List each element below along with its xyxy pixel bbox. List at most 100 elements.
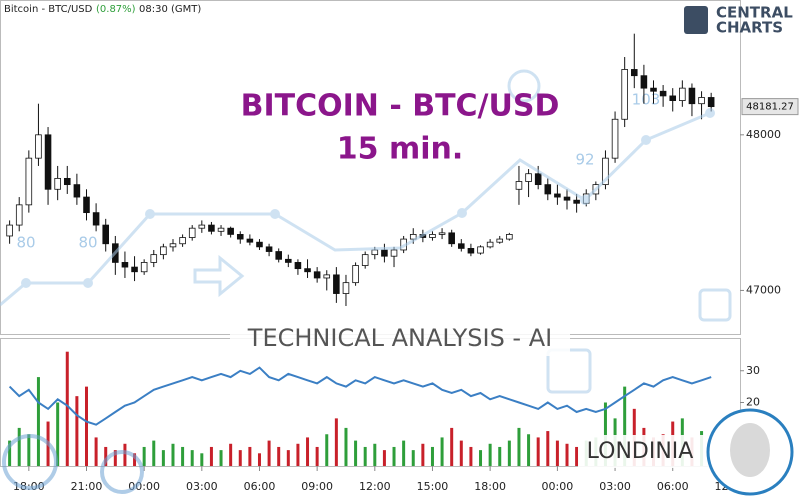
watermark-label: 80 <box>78 234 97 252</box>
candle-body <box>323 274 331 279</box>
volume-bar <box>65 351 69 466</box>
volume-bar <box>450 427 454 466</box>
volume-bar <box>142 446 146 466</box>
candle-body <box>477 246 484 254</box>
x-tick-label: 06:00 <box>657 480 689 493</box>
candle-body <box>63 177 71 186</box>
volume-bar <box>411 450 415 466</box>
candle-body <box>669 95 677 101</box>
candle-body <box>83 196 90 214</box>
last-price-label: 48181.27 <box>746 102 794 113</box>
volume-bar <box>575 446 579 466</box>
volume-bar <box>152 440 156 466</box>
volume-bar <box>325 434 329 466</box>
volume-bar <box>229 443 233 466</box>
icon <box>698 288 732 322</box>
candle-body <box>390 249 398 257</box>
forecast-dots <box>21 108 715 288</box>
volume-bar <box>354 440 358 466</box>
volume-bar <box>565 443 569 466</box>
candle-body <box>208 224 215 232</box>
volume-bar <box>267 440 271 466</box>
volume-bar <box>36 377 40 466</box>
candle-body <box>602 157 609 186</box>
candle-body <box>429 234 436 238</box>
volume-bar <box>75 396 79 466</box>
volume-bar <box>94 437 98 466</box>
forecast-line <box>0 111 711 307</box>
y-tick-label: 30 <box>746 364 760 377</box>
volume-bar <box>238 450 242 466</box>
volume-bar <box>469 446 473 466</box>
brand-bg <box>578 435 728 468</box>
candle-body <box>554 193 561 198</box>
arrow-icon <box>193 254 245 298</box>
volume-bar <box>123 443 127 466</box>
x-tick-label: 12:00 <box>359 480 391 493</box>
candle-body <box>534 173 542 186</box>
candle-body <box>275 251 282 260</box>
time: 08:30 (GMT) <box>139 4 201 15</box>
volume-bar <box>181 446 185 466</box>
volume-bar <box>392 446 396 466</box>
icon <box>100 450 144 494</box>
icon <box>507 69 541 103</box>
symbol: Bitcoin - BTC/USD <box>4 4 93 15</box>
y-tick-label: 48000 <box>746 128 781 141</box>
volume-bar <box>133 453 137 466</box>
candle-body <box>140 262 148 273</box>
volume-bar <box>459 440 463 466</box>
volume-bar <box>603 402 607 466</box>
candle-body <box>150 254 158 263</box>
candle-body <box>352 265 359 284</box>
volume-bar <box>8 440 12 466</box>
volume-bar <box>200 453 204 466</box>
volume-bar <box>440 437 444 466</box>
avatar-face <box>730 423 770 477</box>
candle-body <box>467 248 475 254</box>
candle-body <box>188 227 196 238</box>
candle-body <box>621 69 628 120</box>
candle-body <box>650 87 657 92</box>
volume-bar <box>488 443 492 466</box>
candle-body <box>631 69 638 77</box>
candle-body <box>371 249 379 256</box>
candle-body <box>217 227 225 232</box>
volume-bar <box>536 437 540 466</box>
change: (0.87%) <box>96 4 136 15</box>
candle-body <box>640 75 648 89</box>
volume-bar <box>430 446 434 466</box>
volume-bar <box>190 450 194 466</box>
candle-body <box>458 243 465 249</box>
candle-body <box>679 87 686 101</box>
indicator-line <box>8 366 712 426</box>
volume-bar <box>248 446 252 466</box>
watermark-label: 92 <box>575 151 594 169</box>
volume-bar <box>555 440 559 466</box>
candle-body <box>179 237 186 245</box>
volume-bar <box>277 446 281 466</box>
candle-body <box>54 177 61 190</box>
y-tick-label: 47000 <box>746 283 781 296</box>
annotation: TECHNICAL ANALYSIS - AI <box>247 324 552 352</box>
candle-body <box>227 227 234 235</box>
watermark-label: 80 <box>16 234 35 252</box>
volume-bar <box>402 440 406 466</box>
candle-body <box>304 268 311 273</box>
annotation-bg <box>230 320 570 356</box>
candle-body <box>659 90 667 97</box>
candle-body <box>246 238 254 243</box>
volume-bar <box>498 446 502 466</box>
candle-body <box>563 196 571 201</box>
volume-bar <box>296 443 300 466</box>
candle-body <box>515 181 523 190</box>
volume-bar <box>219 450 223 466</box>
candle-body <box>285 258 292 263</box>
logo-icon <box>684 6 708 34</box>
candle-body <box>506 234 513 240</box>
volume-bar <box>344 427 348 466</box>
x-tick-label: 09:00 <box>301 480 333 493</box>
volume-bar <box>334 418 338 466</box>
